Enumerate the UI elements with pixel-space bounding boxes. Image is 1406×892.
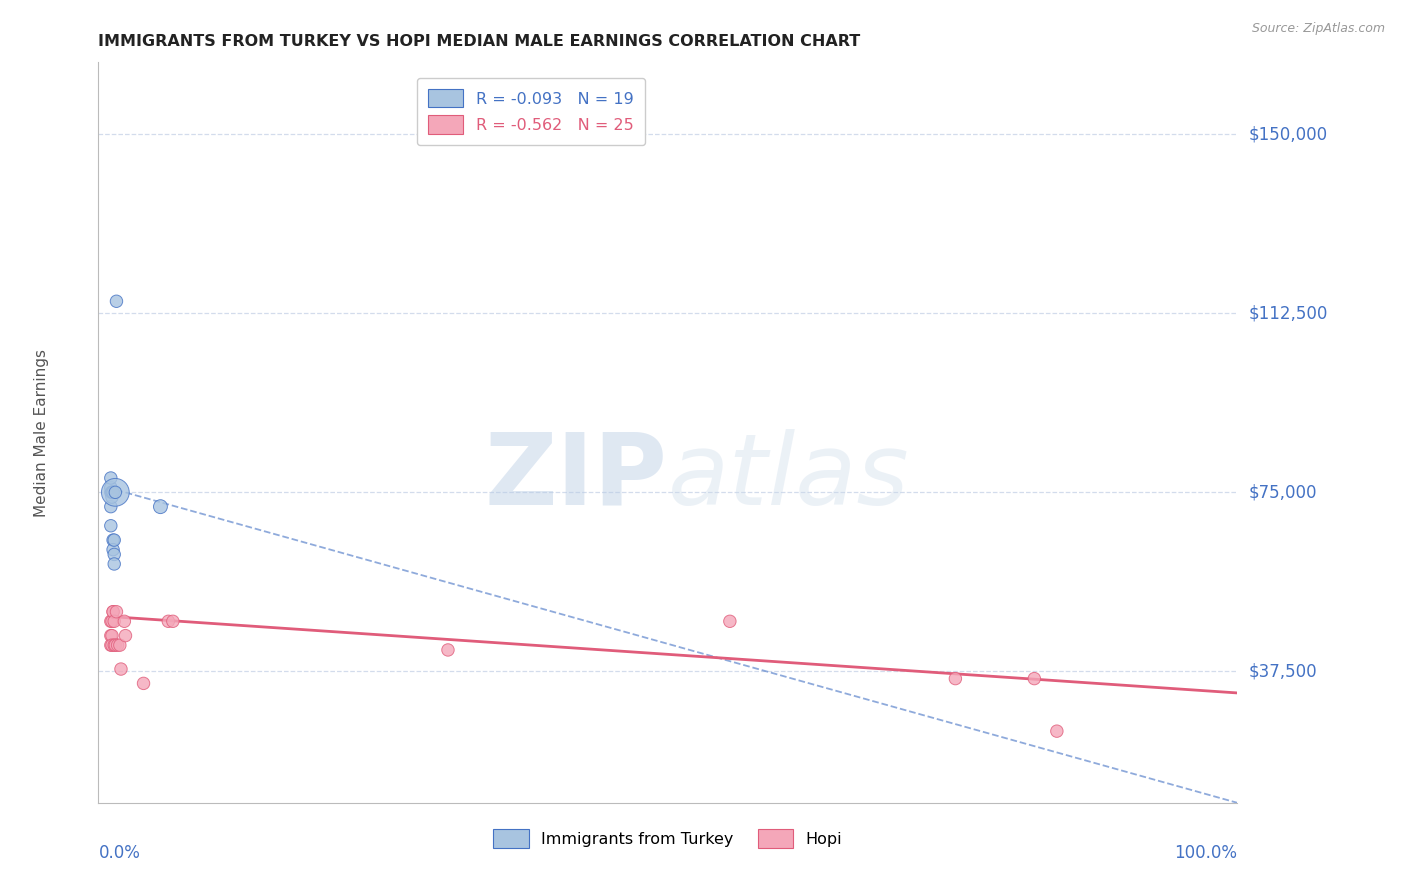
Point — [101, 605, 124, 619]
Point — [100, 615, 122, 629]
Text: Median Male Earnings: Median Male Earnings — [34, 349, 49, 516]
Point — [1046, 724, 1069, 739]
Point — [105, 294, 128, 309]
Text: 100.0%: 100.0% — [1174, 844, 1237, 862]
Text: IMMIGRANTS FROM TURKEY VS HOPI MEDIAN MALE EARNINGS CORRELATION CHART: IMMIGRANTS FROM TURKEY VS HOPI MEDIAN MA… — [98, 34, 860, 49]
Point — [100, 638, 122, 652]
Point — [945, 672, 967, 686]
Point — [101, 638, 124, 652]
Text: $75,000: $75,000 — [1249, 483, 1317, 501]
Point — [100, 485, 122, 500]
Point — [101, 533, 124, 547]
Point — [101, 485, 124, 500]
Point — [101, 615, 124, 629]
Point — [101, 542, 124, 557]
Point — [101, 485, 124, 500]
Point — [104, 638, 127, 652]
Point — [108, 638, 131, 652]
Point — [157, 615, 180, 629]
Text: atlas: atlas — [668, 428, 910, 525]
Text: Source: ZipAtlas.com: Source: ZipAtlas.com — [1251, 22, 1385, 36]
Point — [100, 481, 122, 495]
Point — [112, 615, 135, 629]
Point — [101, 485, 124, 500]
Text: ZIP: ZIP — [485, 428, 668, 525]
Point — [132, 676, 155, 690]
Point — [101, 629, 124, 643]
Point — [718, 615, 741, 629]
Point — [100, 471, 122, 485]
Point — [104, 485, 127, 500]
Point — [103, 548, 125, 562]
Point — [149, 500, 172, 514]
Point — [437, 643, 460, 657]
Point — [103, 557, 125, 571]
Point — [101, 490, 124, 504]
Legend: Immigrants from Turkey, Hopi: Immigrants from Turkey, Hopi — [486, 822, 849, 854]
Text: $37,500: $37,500 — [1249, 663, 1317, 681]
Point — [103, 638, 125, 652]
Point — [101, 605, 124, 619]
Point — [104, 485, 127, 500]
Point — [1024, 672, 1046, 686]
Text: $150,000: $150,000 — [1249, 125, 1327, 143]
Point — [100, 500, 122, 514]
Point — [114, 629, 136, 643]
Text: 0.0%: 0.0% — [98, 844, 141, 862]
Point — [162, 615, 184, 629]
Text: $112,500: $112,500 — [1249, 304, 1327, 322]
Point — [107, 638, 129, 652]
Point — [101, 485, 124, 500]
Point — [110, 662, 132, 676]
Point — [105, 605, 128, 619]
Point — [103, 533, 125, 547]
Point — [103, 615, 125, 629]
Point — [100, 518, 122, 533]
Point — [100, 629, 122, 643]
